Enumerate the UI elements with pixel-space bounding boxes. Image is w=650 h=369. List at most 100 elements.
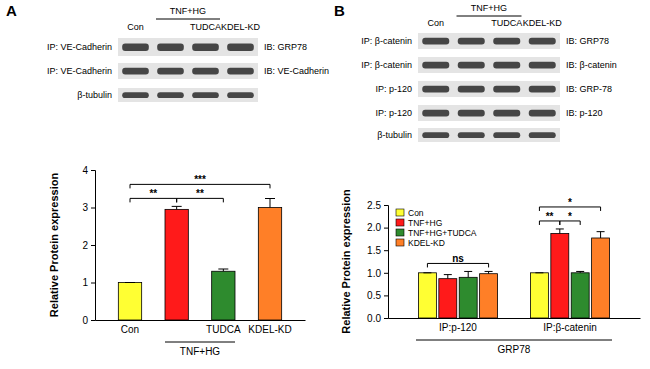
legend-label: TNF+HG+TUDCA	[408, 228, 477, 238]
y-tick-label: 2.0	[367, 222, 381, 233]
blot-band	[122, 92, 149, 98]
blot-band	[493, 38, 520, 45]
bar	[165, 209, 188, 320]
blot-band	[422, 38, 449, 45]
y-tick-mark	[384, 273, 388, 274]
blot: ConTUDCAKDEL-KDTNF+HGIP: VE-CadherinIB: …	[47, 6, 329, 102]
y-tick: 0.0	[367, 313, 388, 324]
blot-band	[529, 110, 556, 117]
bar	[418, 273, 436, 318]
blot-band	[157, 68, 184, 75]
error-bar	[464, 271, 472, 277]
x-tick-label: Con	[121, 324, 139, 335]
blot-band	[422, 132, 449, 138]
bar	[118, 283, 141, 321]
y-tick: 2.0	[367, 222, 388, 233]
significance-label: *	[568, 197, 572, 208]
x-tick-label: TUDCA	[206, 324, 241, 335]
error-bar	[444, 275, 452, 279]
blot-row-antibody: IB: GRP78	[264, 42, 307, 52]
blot-band	[422, 110, 449, 117]
y-axis-title: Relative Protein expression	[48, 173, 60, 318]
legend-swatch	[396, 229, 404, 236]
axis-line	[389, 318, 641, 319]
y-tick: 1	[82, 277, 95, 288]
y-tick-mark	[91, 283, 95, 284]
y-tick: 0	[82, 315, 95, 326]
error-bar	[556, 229, 564, 234]
blot-band	[458, 86, 485, 93]
blot-row-label: β-tubulin	[77, 90, 112, 100]
y-tick-mark	[91, 208, 95, 209]
axis-line	[384, 206, 389, 319]
blot-row-label: IP: β-catenin	[361, 36, 412, 46]
x-axis: Con TUDCA KDEL-KD	[96, 320, 306, 335]
x-tick: IP:β-catenin	[543, 318, 597, 333]
blot-strip	[118, 38, 258, 56]
blot-band	[122, 43, 149, 51]
panel: AConTUDCAKDEL-KDTNF+HGIP: VE-CadherinIB:…	[6, 2, 329, 357]
panel: BConTUDCAKDEL-KDTNF+HGIP: β-cateninIB: G…	[334, 2, 641, 355]
blot-row-label: IP: VE-Cadherin	[47, 66, 112, 76]
blot-strip	[418, 33, 560, 49]
bar	[212, 271, 235, 320]
y-tick: 2.5	[367, 200, 388, 211]
y-tick-mark	[91, 245, 95, 246]
blot-band	[458, 110, 485, 117]
category-group-line	[165, 342, 235, 343]
blot-band	[458, 38, 485, 45]
bar	[571, 273, 589, 318]
blot: ConTUDCAKDEL-KDTNF+HGIP: β-cateninIB: GR…	[361, 3, 616, 142]
error-bar	[172, 206, 182, 209]
error-bar	[125, 282, 135, 283]
axis-line	[96, 320, 306, 321]
y-tick-label: 1.5	[367, 245, 381, 256]
legend-swatch	[396, 209, 404, 216]
error-bar	[597, 232, 605, 238]
x-tick: Con	[121, 320, 139, 335]
bar	[459, 277, 477, 318]
legend: ConTNF+HGTNF+HG+TUDCAKDEL-KD	[396, 208, 477, 248]
y-tick: 1.0	[367, 268, 388, 279]
lane-group-line	[457, 16, 522, 17]
legend-label: Con	[408, 208, 424, 218]
error-bar	[576, 271, 584, 272]
bar	[480, 274, 498, 318]
error-bar	[265, 199, 275, 208]
y-tick-mark	[384, 318, 388, 319]
y-tick-label: 0.0	[367, 313, 381, 324]
y-axis-title: Relative Protein expression	[340, 189, 352, 334]
y-tick-label: 4	[82, 165, 88, 176]
blot-band	[227, 92, 254, 98]
y-tick-label: 2.5	[367, 200, 381, 211]
lane-group-label: TNF+HG	[471, 3, 507, 13]
x-tick-label: KDEL-KD	[248, 324, 291, 335]
blot-band	[458, 62, 485, 69]
blot-row-label: IP: p-120	[375, 108, 412, 118]
blot-band	[529, 38, 556, 45]
y-tick-label: 0	[82, 315, 88, 326]
blot-band	[529, 62, 556, 69]
x-tick: IP:p-120	[439, 318, 477, 333]
lane-label: Con	[427, 18, 444, 28]
y-tick-label: 2	[82, 240, 88, 251]
blot-row-antibody: IB: VE-Cadherin	[264, 66, 329, 76]
significance-label: *	[568, 211, 572, 222]
y-tick-mark	[384, 205, 388, 206]
canvas: AConTUDCAKDEL-KDTNF+HGIP: VE-CadherinIB:…	[0, 0, 650, 369]
lane-label: Con	[127, 22, 144, 32]
blot-strip	[118, 88, 258, 102]
figure: AConTUDCAKDEL-KDTNF+HGIP: VE-CadherinIB:…	[0, 0, 650, 369]
blot-row-antibody: IB: p-120	[566, 108, 603, 118]
bar	[551, 233, 569, 318]
blot-band	[227, 43, 254, 51]
x-tick: TUDCA	[206, 320, 241, 335]
legend-label: TNF+HG	[408, 218, 442, 228]
blot-band	[422, 62, 449, 69]
y-tick: 1.5	[367, 245, 388, 256]
y-tick: 0.5	[367, 290, 388, 301]
y-tick-label: 3	[82, 202, 88, 213]
error-bar	[218, 269, 228, 271]
y-tick-label: 0.5	[367, 290, 381, 301]
x-axis: IP:p-120 IP:β-catenin	[389, 318, 641, 333]
